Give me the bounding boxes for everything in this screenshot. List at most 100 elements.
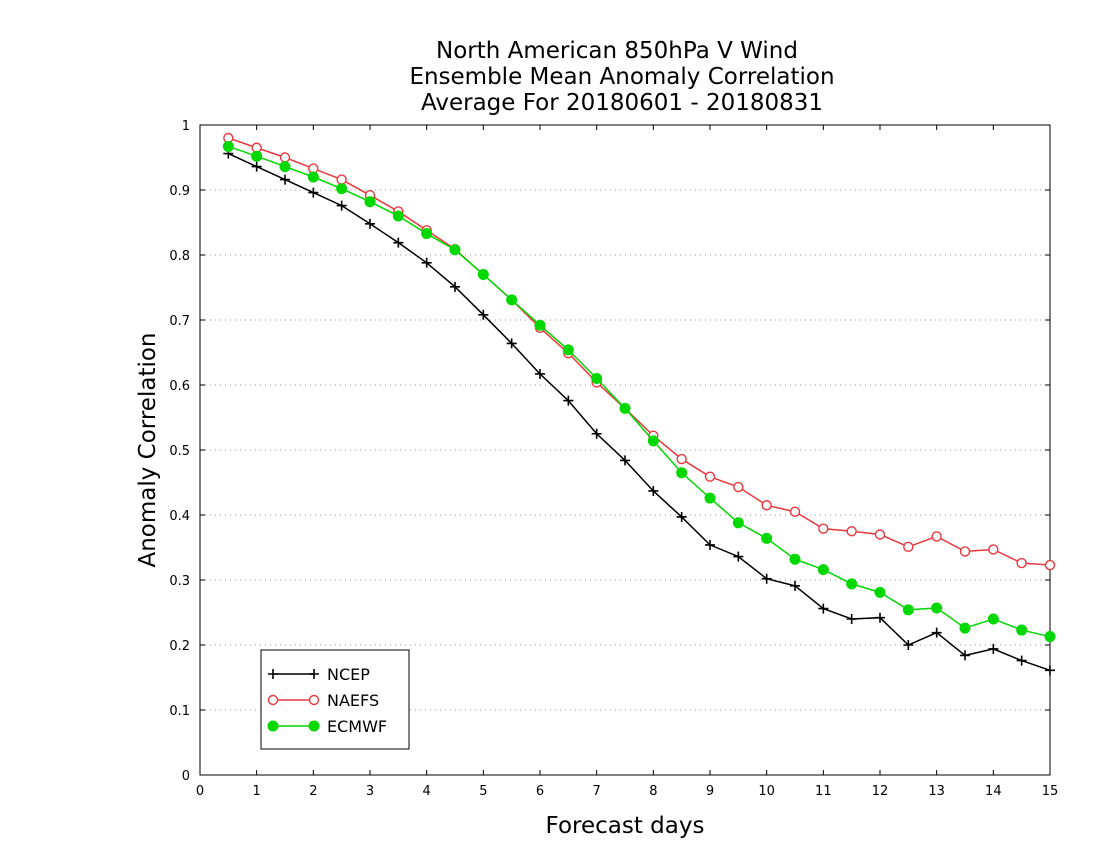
data-point-ecmwf: [591, 373, 603, 384]
data-point-ncep: [450, 281, 460, 292]
legend-marker-ncep: [268, 669, 278, 679]
data-point-ncep: [535, 368, 545, 379]
data-point-ncep: [506, 338, 517, 349]
data-point-ecmwf: [1016, 624, 1028, 636]
data-point-naefs: [733, 481, 744, 493]
data-point-naefs: [279, 152, 291, 163]
data-point-ncep: [960, 650, 970, 661]
data-point-ncep: [563, 395, 574, 406]
data-point-ncep: [421, 257, 432, 268]
y-tick-label: 0.3: [169, 574, 190, 589]
legend-marker-ncep: [309, 669, 319, 679]
data-point-naefs: [761, 500, 772, 511]
data-point-naefs: [959, 546, 971, 557]
data-point-naefs: [988, 544, 999, 555]
data-point-ncep: [336, 200, 347, 211]
data-point-ecmwf: [307, 171, 319, 183]
data-point-ecmwf: [959, 622, 971, 634]
chart-title: North American 850hPa V Wind Ensemble Me…: [409, 38, 834, 116]
data-point-naefs: [704, 471, 716, 482]
y-tick-label: 0.4: [169, 509, 190, 524]
data-point-ncep: [393, 237, 404, 248]
data-point-ecmwf: [279, 161, 291, 173]
series-ncep: [223, 148, 1055, 676]
data-point-ecmwf: [364, 196, 376, 208]
data-point-ecmwf: [931, 602, 943, 614]
data-point-naefs: [874, 529, 886, 540]
y-tick-label: 0.8: [169, 249, 190, 264]
x-tick-label: 2: [309, 784, 317, 799]
data-point-ecmwf: [562, 344, 574, 356]
data-point-naefs: [1016, 557, 1027, 569]
data-point-naefs: [846, 526, 857, 537]
data-point-ncep: [251, 161, 262, 172]
chart-title-line-2: Ensemble Mean Anomaly Correlation: [409, 64, 834, 90]
x-tick-label: 14: [985, 784, 1002, 799]
legend-marker-ecmwf: [267, 720, 279, 732]
x-tick-label: 1: [253, 784, 261, 799]
data-point-ncep: [733, 551, 744, 562]
x-tick-label: 10: [758, 784, 775, 799]
x-tick-label: 3: [366, 784, 374, 799]
data-point-ecmwf: [902, 604, 914, 616]
data-point-ecmwf: [789, 553, 801, 565]
series-ecmwf: [222, 140, 1056, 643]
x-tick-label: 0: [196, 784, 204, 799]
y-tick-label: 0: [182, 769, 190, 784]
legend: NCEP NAEFS ECMWF: [260, 649, 410, 750]
x-tick-label: 4: [423, 784, 431, 799]
y-tick-label: 0.5: [169, 444, 190, 459]
chart-title-line-3: Average For 20180601 - 20180831: [421, 90, 823, 116]
series-layer: [222, 132, 1056, 676]
data-point-naefs: [789, 506, 801, 517]
data-point-ncep: [478, 309, 489, 320]
data-point-naefs: [336, 174, 347, 185]
x-tick-label: 12: [872, 784, 889, 799]
data-point-ecmwf: [761, 532, 773, 544]
legend-marker-naefs: [308, 694, 320, 706]
data-point-ecmwf: [1044, 631, 1056, 643]
data-point-ecmwf: [704, 492, 716, 504]
data-point-ncep: [676, 511, 687, 522]
data-point-ncep: [620, 455, 630, 466]
y-axis-label: Anomaly Correlation: [135, 332, 161, 567]
legend-label-ecmwf: ECMWF: [327, 717, 387, 736]
legend-item-ncep: NCEP: [268, 665, 370, 684]
y-tick-label: 0.9: [169, 184, 190, 199]
data-point-ecmwf: [647, 435, 659, 447]
y-tick-label: 0.2: [169, 639, 190, 654]
x-tick-label: 7: [593, 784, 601, 799]
y-tick-label: 0.6: [169, 379, 190, 394]
grid-lines: [200, 189, 1050, 711]
data-point-ncep: [1045, 665, 1055, 676]
data-point-ecmwf: [336, 183, 348, 195]
series-naefs: [223, 132, 1056, 571]
data-point-ncep: [875, 612, 885, 623]
data-point-ecmwf: [987, 613, 999, 625]
data-point-ncep: [1016, 655, 1027, 666]
legend-label-naefs: NAEFS: [327, 691, 379, 710]
legend-item-ecmwf: ECMWF: [267, 717, 387, 736]
legend-label-ncep: NCEP: [327, 665, 370, 684]
data-point-ecmwf: [392, 210, 404, 222]
series-line-ncep: [228, 152, 1051, 672]
data-point-ecmwf: [676, 467, 688, 479]
data-point-ecmwf: [251, 150, 263, 162]
data-point-ecmwf: [619, 402, 631, 414]
data-point-naefs: [818, 523, 829, 534]
x-axis-label: Forecast days: [546, 813, 705, 839]
data-point-ncep: [705, 539, 715, 550]
y-tick-label: 0.7: [169, 314, 190, 329]
x-tick-label: 5: [479, 784, 487, 799]
data-point-ecmwf: [732, 517, 744, 529]
data-point-ncep: [846, 614, 857, 624]
data-point-ncep: [903, 640, 914, 650]
data-point-naefs: [1044, 559, 1056, 571]
data-point-naefs: [931, 531, 942, 542]
x-tick-label: 13: [928, 784, 945, 799]
data-point-ncep: [591, 428, 602, 439]
data-point-ncep: [818, 603, 829, 614]
y-tick-label: 1: [182, 119, 190, 134]
series-line-naefs: [228, 137, 1051, 566]
data-point-ecmwf: [449, 244, 461, 256]
